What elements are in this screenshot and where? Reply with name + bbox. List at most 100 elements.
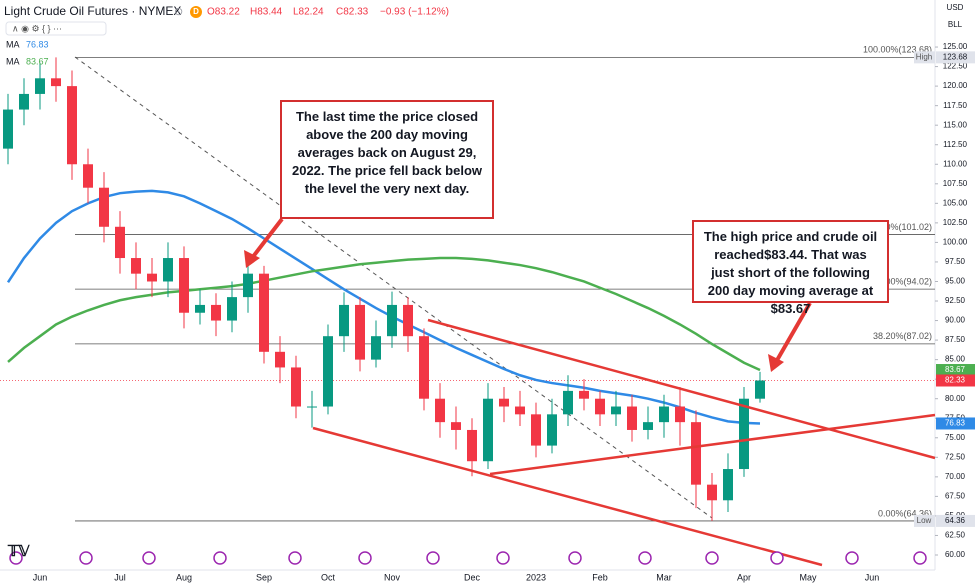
arrow-head	[768, 354, 784, 372]
toolbar[interactable]	[5, 21, 107, 36]
x-tick-label: Feb	[592, 572, 608, 582]
currency[interactable]: USD	[947, 3, 964, 12]
badge-value: 83.67	[945, 365, 966, 374]
y-tick-label: 70.00	[945, 472, 966, 481]
y-tick-label: 117.50	[943, 101, 967, 110]
candle-body	[67, 86, 77, 165]
y-tick-label: 72.50	[945, 452, 966, 461]
badge-tag	[914, 514, 935, 527]
annotation: The last time the price closed above the…	[280, 100, 494, 219]
y-tick-label: 110.00	[943, 159, 967, 168]
fib-label: 100.00%(123.68)	[863, 45, 932, 55]
candle-body	[83, 164, 93, 188]
x-tick-label: Aug	[176, 572, 192, 582]
ohlc-high: H83.44	[250, 7, 283, 18]
event-icon[interactable]	[9, 551, 23, 565]
legend-name: MA	[6, 56, 20, 66]
candle-body	[627, 406, 637, 430]
candle-body	[675, 406, 685, 423]
price-badge	[936, 51, 975, 64]
candle-body	[339, 304, 349, 337]
candle-body	[179, 258, 189, 313]
x-tick-label: Nov	[384, 572, 401, 582]
y-tick-label: 100.00	[943, 238, 968, 247]
y-tick-label: 85.00	[945, 355, 966, 364]
event-icon[interactable]	[426, 551, 440, 565]
event-icon[interactable]	[770, 551, 784, 565]
y-tick-label: 97.50	[945, 257, 966, 266]
moving-average	[7, 256, 761, 372]
y-tick-label: 112.50	[943, 140, 967, 149]
arrow-head	[244, 250, 260, 268]
x-tick-label: Dec	[464, 572, 481, 582]
candle-body	[595, 398, 605, 415]
candle-body	[739, 398, 749, 470]
trendline	[427, 318, 936, 460]
candle-body	[291, 367, 301, 407]
x-tick-label: Apr	[737, 572, 751, 582]
event-icon[interactable]	[638, 551, 652, 565]
ma-layer	[6, 189, 761, 425]
y-tick-label: 67.50	[945, 491, 966, 500]
candle-layer	[3, 57, 765, 521]
x-tick-label: Jul	[114, 572, 126, 582]
candle-body	[387, 304, 397, 337]
candle-body	[259, 273, 269, 352]
event-icon[interactable]	[213, 551, 227, 565]
event-icon[interactable]	[845, 551, 859, 565]
x-tick-label: Mar	[656, 572, 672, 582]
candle-body	[371, 336, 381, 360]
candle-body	[99, 187, 109, 227]
badge-label: Low	[917, 516, 932, 525]
interval: D	[193, 7, 199, 16]
event-icon[interactable]	[705, 551, 719, 565]
candle-body	[547, 414, 557, 446]
legend-value: 83.67	[26, 56, 49, 66]
ohlc-change: −0.93 (−1.12%)	[380, 7, 449, 18]
arrow-shaft	[250, 217, 284, 260]
x-tick-label: May	[799, 572, 817, 582]
fib-label: 50.00%(94.02)	[873, 277, 932, 287]
y-tick-label: 80.00	[945, 394, 966, 403]
arrow-shaft	[774, 302, 812, 363]
axis-layer: 60.0062.5065.0067.5070.0072.5075.0077.50…	[9, 42, 975, 582]
fib-label: 61.80%(101.02)	[868, 222, 932, 232]
candle-body	[195, 304, 205, 313]
candle-body	[563, 390, 573, 415]
unit[interactable]: BLL	[948, 20, 963, 29]
logo: 𝕋𝕍	[7, 543, 31, 560]
y-tick-label: 95.00	[945, 277, 966, 286]
ohlc-open: O83.22	[207, 7, 240, 18]
candle-body	[307, 406, 317, 408]
y-tick-label: 87.50	[945, 335, 966, 344]
y-tick-label: 92.50	[945, 296, 966, 305]
candle-body	[403, 304, 413, 337]
event-icon[interactable]	[913, 551, 927, 565]
event-icon[interactable]	[496, 551, 510, 565]
candle-body	[355, 304, 365, 360]
annotation: The high price and crude oil reached$83.…	[692, 220, 889, 316]
candle-body	[579, 390, 589, 399]
badge-label: High	[916, 52, 932, 61]
candle-body	[467, 429, 477, 462]
candle-body	[19, 93, 29, 110]
candle-body	[723, 469, 733, 501]
event-icon[interactable]	[288, 551, 302, 565]
x-tick-label: 2023	[526, 572, 546, 582]
candle-body	[755, 380, 765, 399]
event-icon[interactable]	[358, 551, 372, 565]
moving-average	[6, 189, 761, 425]
candle-body	[451, 422, 461, 430]
y-tick-label: 90.00	[945, 316, 966, 325]
y-tick-label: 62.50	[945, 531, 966, 540]
price-badge	[936, 417, 975, 430]
x-tick-label: Jun	[865, 572, 880, 582]
y-tick-label: 125.00	[943, 42, 968, 51]
event-icon[interactable]	[79, 551, 93, 565]
event-icon[interactable]	[142, 551, 156, 565]
candle-body	[483, 398, 493, 462]
candle-body	[243, 273, 253, 298]
event-icon[interactable]	[568, 551, 582, 565]
y-tick-label: 115.00	[943, 120, 967, 129]
